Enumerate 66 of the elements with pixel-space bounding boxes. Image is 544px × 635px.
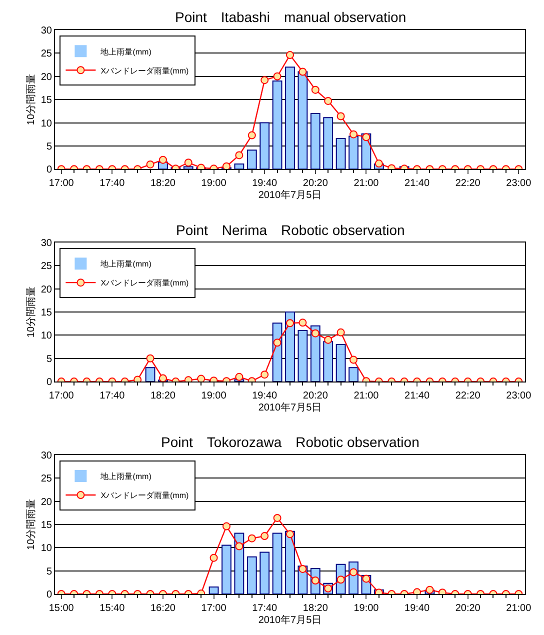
x-tick-label: 22:20 bbox=[455, 390, 481, 402]
chart-title: Point Tokorozawa Robotic observation bbox=[161, 434, 420, 450]
y-tick-label: 30 bbox=[40, 238, 52, 249]
x-axis-title: 2010年7月5日 bbox=[258, 614, 322, 626]
y-tick-label: 10 bbox=[40, 330, 52, 342]
legend-label: 地上雨量(mm) bbox=[100, 47, 152, 56]
x-tick-label: 23:00 bbox=[506, 390, 532, 402]
x-tick-label: 20:20 bbox=[302, 390, 328, 402]
x-tick-label: 17:40 bbox=[100, 178, 126, 190]
x-tick-label: 19:00 bbox=[354, 603, 380, 614]
x-axis-title: 2010年7月5日 bbox=[258, 402, 322, 414]
y-tick-label: 15 bbox=[40, 520, 52, 531]
y-tick-label: 25 bbox=[40, 474, 52, 485]
x-tick-label: 18:20 bbox=[150, 390, 176, 402]
x-tick-label: 19:40 bbox=[252, 390, 278, 402]
y-tick-label: 0 bbox=[46, 377, 52, 388]
y-tick-label: 20 bbox=[40, 72, 52, 83]
chart-title: Point Nerima Robotic observation bbox=[176, 222, 405, 238]
legend-label: Xバンドレーダ雨量(mm) bbox=[100, 278, 190, 288]
y-axis-title: 10分間雨量 bbox=[24, 498, 37, 550]
y-tick-label: 30 bbox=[40, 26, 52, 36]
y-tick-label: 20 bbox=[40, 284, 52, 296]
x-tick-label: 20:20 bbox=[455, 603, 481, 614]
x-tick-label: 17:40 bbox=[252, 603, 278, 614]
x-tick-label: 21:40 bbox=[404, 178, 430, 190]
x-tick-label: 17:40 bbox=[100, 390, 126, 402]
y-tick-label: 5 bbox=[46, 141, 52, 152]
x-tick-label: 22:20 bbox=[455, 178, 481, 190]
x-tick-label: 16:20 bbox=[150, 603, 176, 614]
x-tick-label: 15:00 bbox=[48, 603, 74, 614]
x-tick-label: 20:20 bbox=[302, 178, 328, 190]
x-axis-title: 2010年7月5日 bbox=[258, 189, 322, 202]
legend-label: Xバンドレーダ雨量(mm) bbox=[100, 491, 190, 500]
y-tick-label: 0 bbox=[46, 164, 52, 176]
x-tick-label: 19:40 bbox=[252, 178, 278, 190]
y-axis-title: 10分間雨量 bbox=[24, 286, 37, 338]
legend-label: Xバンドレーダ雨量(mm) bbox=[100, 66, 190, 76]
legend-label: 地上雨量(mm) bbox=[100, 472, 152, 482]
y-tick-label: 15 bbox=[40, 308, 52, 318]
x-tick-label: 19:00 bbox=[201, 390, 227, 402]
x-tick-label: 23:00 bbox=[506, 178, 532, 190]
x-tick-label: 18:20 bbox=[150, 178, 176, 190]
y-tick-label: 5 bbox=[46, 566, 52, 578]
x-tick-label: 21:00 bbox=[354, 390, 380, 402]
y-tick-label: 20 bbox=[40, 496, 52, 508]
x-tick-label: 19:40 bbox=[404, 603, 430, 614]
y-tick-label: 25 bbox=[40, 261, 52, 272]
y-tick-label: 30 bbox=[40, 450, 52, 462]
y-tick-label: 10 bbox=[40, 543, 52, 554]
y-tick-label: 10 bbox=[40, 118, 52, 130]
x-tick-label: 17:00 bbox=[48, 178, 74, 190]
x-tick-label: 19:00 bbox=[201, 178, 227, 190]
x-tick-label: 15:40 bbox=[100, 603, 126, 614]
chart-title: Point Itabashi manual observation bbox=[175, 9, 406, 25]
x-tick-label: 21:00 bbox=[354, 178, 380, 190]
y-tick-label: 15 bbox=[40, 95, 52, 106]
y-tick-label: 25 bbox=[40, 48, 52, 60]
x-tick-label: 18:20 bbox=[302, 603, 328, 614]
y-tick-label: 5 bbox=[46, 354, 52, 365]
y-tick-label: 0 bbox=[46, 590, 52, 600]
x-tick-label: 17:00 bbox=[201, 603, 227, 614]
x-tick-label: 17:00 bbox=[48, 390, 74, 402]
x-tick-label: 21:40 bbox=[404, 390, 430, 402]
y-axis-title: 10分間雨量 bbox=[24, 74, 37, 126]
x-tick-label: 21:00 bbox=[506, 603, 532, 614]
legend-label: 地上雨量(mm) bbox=[100, 260, 152, 269]
